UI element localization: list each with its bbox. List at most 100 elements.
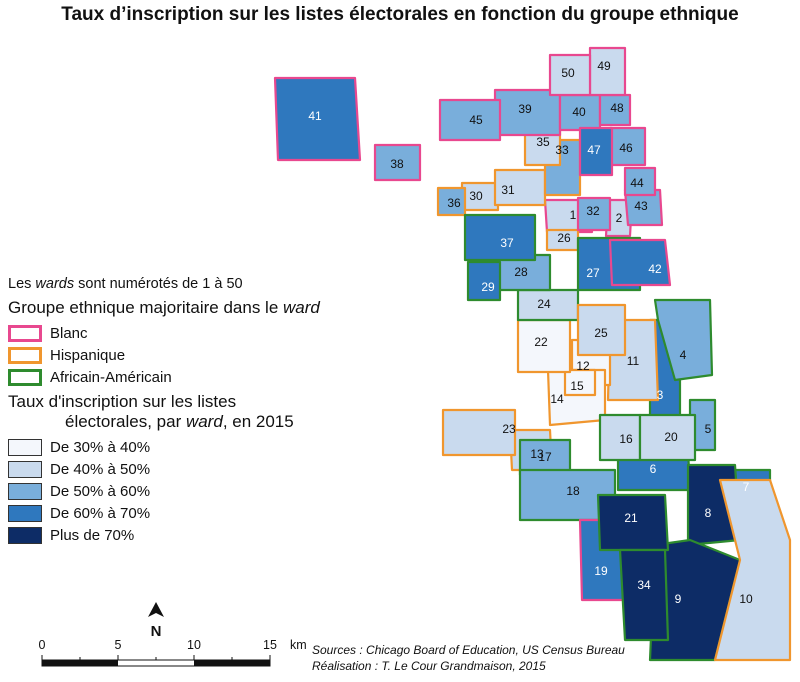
ward-label-7: 7 [743, 480, 750, 494]
ward-label-31: 31 [501, 183, 515, 197]
ward-label-43: 43 [634, 199, 648, 213]
ward-label-3: 3 [657, 388, 664, 402]
ward-label-5: 5 [705, 422, 712, 436]
ward-label-24: 24 [537, 297, 551, 311]
ward-label-40: 40 [572, 105, 586, 119]
ward-label-29: 29 [481, 280, 495, 294]
ward-label-32: 32 [586, 204, 600, 218]
scale-bar: 0 5 10 15 km [34, 638, 334, 678]
ward-label-27: 27 [586, 266, 600, 280]
ward-label-25: 25 [594, 326, 608, 340]
ward-42 [608, 238, 672, 287]
ward-label-48: 48 [610, 101, 624, 115]
wards-layer [273, 46, 792, 662]
ward-label-4: 4 [680, 348, 687, 362]
ward-label-23: 23 [502, 422, 516, 436]
ward-label-10: 10 [739, 592, 753, 606]
ward-label-17: 17 [538, 450, 552, 464]
ward-label-37: 37 [500, 236, 514, 250]
ward-label-36: 36 [447, 196, 461, 210]
legend-item-rate-40-50: De 40% à 50% [8, 458, 338, 480]
rate-legend-title-line2: électorales, par ward, en 2015 [65, 412, 294, 431]
ward-label-30: 30 [469, 189, 483, 203]
ward-label-50: 50 [561, 66, 575, 80]
ward-label-14: 14 [550, 392, 564, 406]
ward-41 [273, 76, 362, 162]
ward-47 [578, 126, 614, 177]
ward-label-45: 45 [469, 113, 483, 127]
scale-tick-5: 5 [114, 638, 122, 652]
ward-label-19: 19 [594, 564, 608, 578]
ward-45 [438, 98, 502, 142]
legend-item-rate-50-60: De 50% à 60% [8, 480, 338, 502]
ward-label-46: 46 [619, 141, 633, 155]
scale-tick-10: 10 [187, 638, 201, 652]
ward-label-33: 33 [555, 143, 569, 157]
ward-23 [441, 408, 517, 457]
ward-label-2: 2 [616, 211, 623, 225]
ward-label-44: 44 [630, 176, 644, 190]
ward-label-20: 20 [664, 430, 678, 444]
legend-item-rate-60-70: De 60% à 70% [8, 502, 338, 524]
ward-label-34: 34 [637, 578, 651, 592]
rate-legend-title-line1: Taux d'inscription sur les listes [8, 392, 237, 411]
ward-29 [466, 260, 502, 302]
scale-bar-graphic [41, 655, 271, 667]
ward-label-8: 8 [705, 506, 712, 520]
legend-item-blanc: Blanc [8, 322, 338, 344]
ward-10 [713, 478, 792, 662]
ward-label-22: 22 [534, 335, 548, 349]
ward-label-38: 38 [390, 157, 404, 171]
legend-item-hispanique: Hispanique [8, 344, 338, 366]
ward-label-42: 42 [648, 262, 662, 276]
hispanique-swatch [8, 346, 42, 364]
ward-34 [618, 548, 670, 642]
ward-label-1: 1 [570, 208, 577, 222]
ward-32 [576, 196, 612, 232]
legend-item-rate-30-40: De 30% à 40% [8, 436, 338, 458]
ward-label-49: 49 [597, 59, 611, 73]
africain-americain-swatch [8, 368, 42, 386]
north-arrow: N [144, 602, 168, 640]
ward-4 [653, 298, 714, 382]
map-title: Taux d’inscription sur les listes électo… [61, 4, 739, 25]
ward-44 [623, 166, 657, 197]
ward-label-9: 9 [675, 592, 682, 606]
blanc-swatch [8, 324, 42, 342]
rate-30-40-swatch [8, 438, 42, 456]
ward-label-16: 16 [619, 432, 633, 446]
ward-label-21: 21 [624, 511, 638, 525]
ward-21 [596, 493, 670, 552]
ward-label-35: 35 [536, 135, 550, 149]
ward-31 [493, 168, 547, 207]
credits-line: Réalisation : T. Le Cour Grandmaison, 20… [312, 659, 546, 673]
legend-item-rate-70-plus: Plus de 70% [8, 524, 338, 546]
scale-unit: km [290, 638, 307, 652]
ward-numbering-note: Les wards sont numérotés de 1 à 50 [8, 276, 243, 292]
ward-label-47: 47 [587, 143, 601, 157]
sources: Sources : Chicago Board of Education, US… [312, 642, 625, 674]
rate-70-plus-swatch [8, 526, 42, 544]
north-arrow-icon [148, 602, 164, 617]
group-legend-title: Groupe ethnique majoritaire dans le ward [8, 298, 320, 317]
ward-label-15: 15 [570, 379, 584, 393]
ward-15 [563, 368, 597, 397]
rate-40-50-swatch [8, 460, 42, 478]
scale-tick-0: 0 [38, 638, 46, 652]
ward-label-41: 41 [308, 109, 322, 123]
legend-item-africain-americain: Africain-Américain [8, 366, 338, 388]
legend: Les wards sont numérotés de 1 à 50 Group… [8, 276, 338, 546]
rate-50-60-swatch [8, 482, 42, 500]
ward-label-39: 39 [518, 102, 532, 116]
sources-line: Sources : Chicago Board of Education, US… [312, 643, 625, 657]
north-label: N [150, 623, 162, 640]
ward-label-26: 26 [557, 231, 571, 245]
rate-60-70-swatch [8, 504, 42, 522]
ward-label-18: 18 [566, 484, 580, 498]
ward-label-6: 6 [650, 462, 657, 476]
ward-label-13: 13 [530, 447, 544, 461]
ward-50 [548, 53, 592, 97]
ward-label-12: 12 [576, 359, 590, 373]
